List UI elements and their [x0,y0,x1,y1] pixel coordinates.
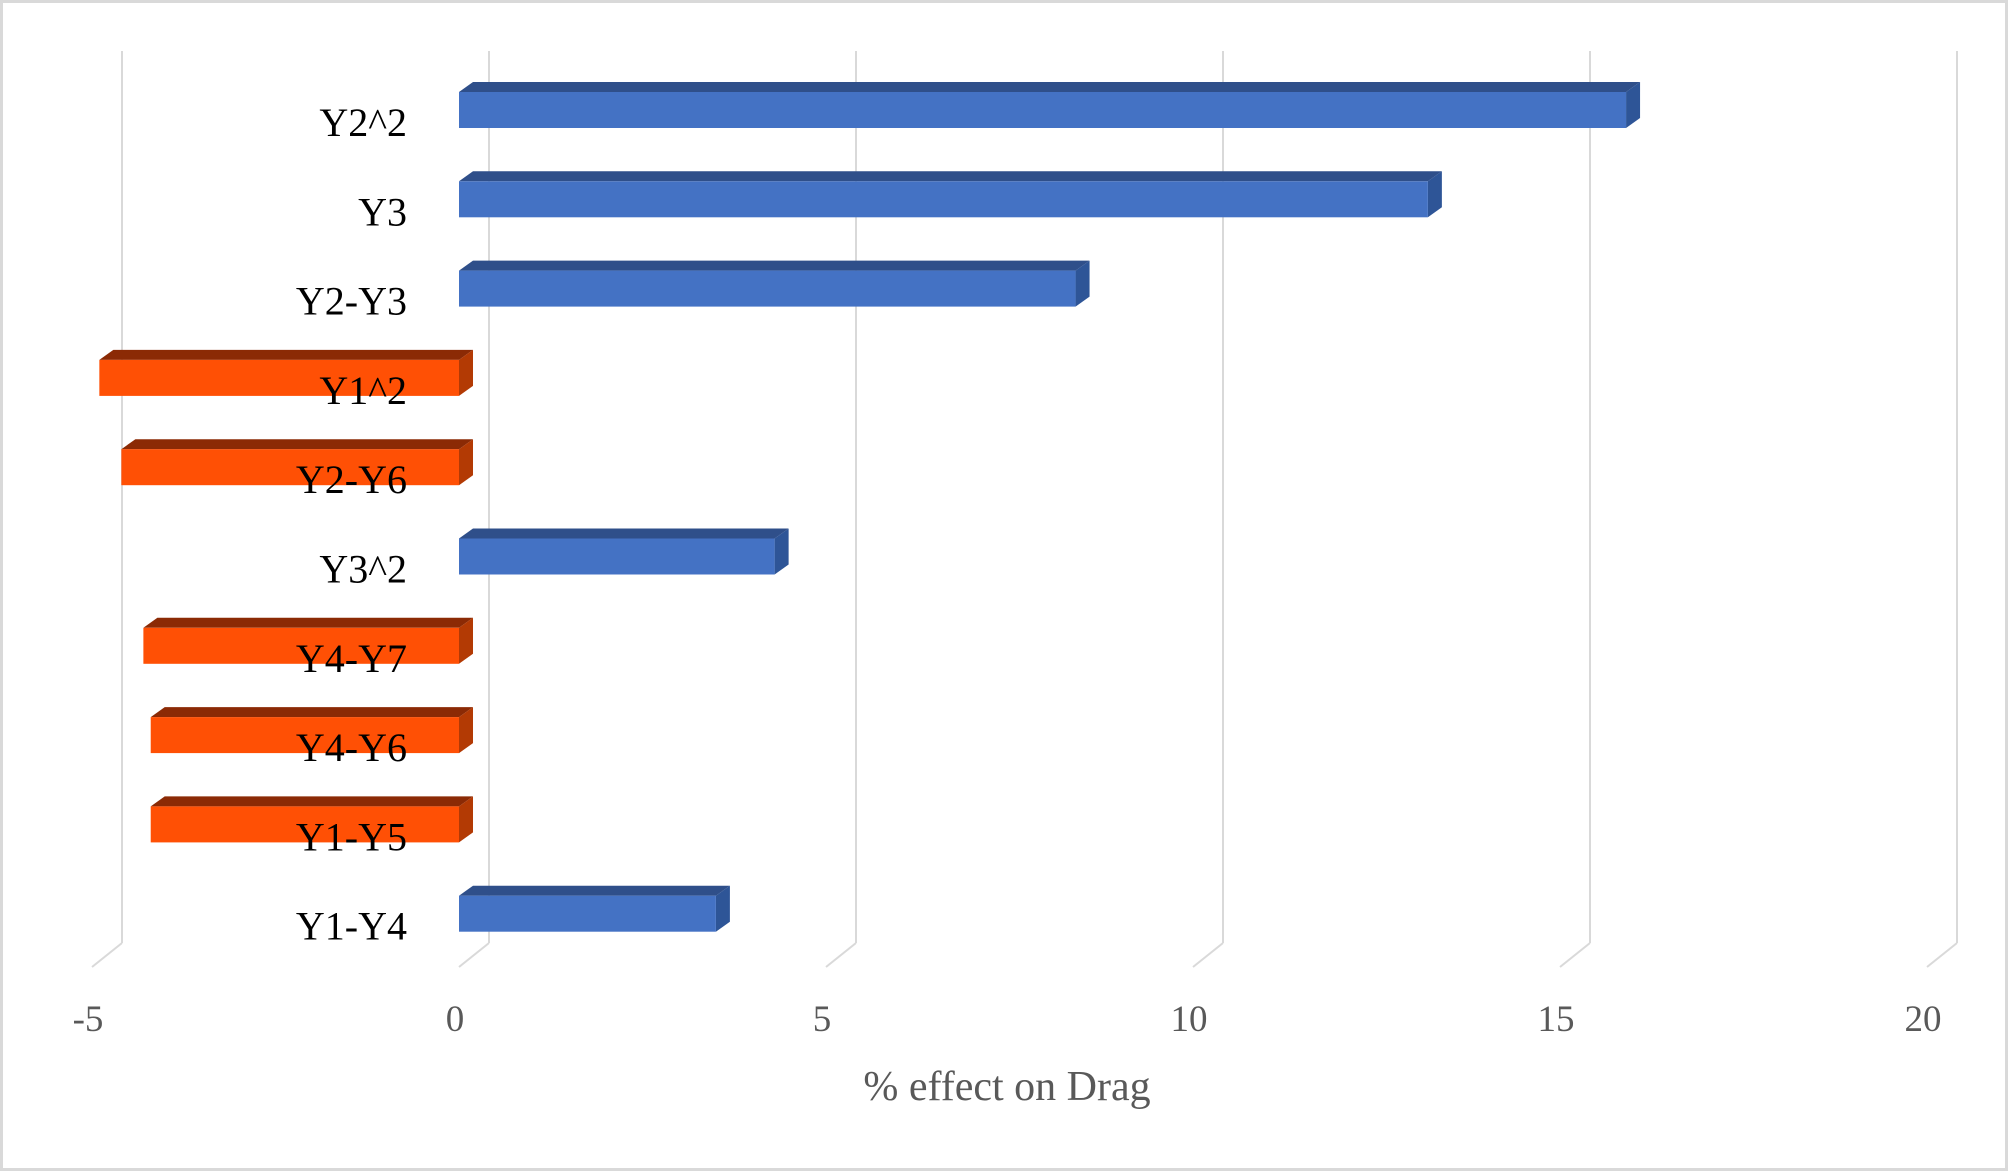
gridline-floor [1559,942,1591,968]
bar [150,707,473,754]
bar-top-face [143,617,473,628]
gridline-floor [1926,942,1958,968]
bar [143,617,473,664]
category-label: Y1-Y4 [296,904,407,949]
category-label: Y2-Y6 [296,457,407,502]
bar [459,885,730,932]
bar-chart: -5 0 5 10 15 20 Y2^2 Y3 Y2-Y3 Y1^2 Y2-Y6 Y3^2 Y4-Y7… [73,51,1958,1110]
bar [121,439,474,486]
gridline-floor [91,942,123,968]
x-axis-ticks: -5 0 5 10 15 20 [73,999,1942,1040]
gridline-floor [825,942,857,968]
bar-top-face [459,260,1090,271]
bar [150,796,473,843]
bar [459,528,789,575]
bar-front-face [459,181,1428,218]
bar-top-face [121,439,474,450]
x-tick-label: 5 [813,999,832,1040]
bar-side-face [1427,171,1442,218]
x-tick-label: 0 [446,999,465,1040]
bar-side-face [459,439,473,486]
bar-side-face [1075,260,1090,307]
bar-top-face [459,528,789,539]
bar-front-face [459,270,1076,307]
bar-side-face [715,885,730,932]
bar-front-face [459,895,716,932]
bar-top-face [150,707,473,718]
bar-front-face [143,627,459,664]
category-label: Y4-Y7 [296,636,407,681]
bar [459,82,1641,128]
bar-front-face [459,538,775,575]
x-tick-label: 15 [1538,999,1575,1040]
bar-side-face [1626,82,1641,128]
x-tick-label: -5 [73,999,104,1040]
bar-side-face [459,617,473,664]
category-label: Y2-Y3 [296,279,407,324]
bar-front-face [99,359,459,396]
bar-side-face [459,707,473,754]
bar-side-face [774,528,789,575]
bar-front-face [150,717,459,754]
bar [459,260,1090,307]
gridline-floor [1192,942,1224,968]
category-label: Y1-Y5 [296,814,407,859]
category-label: Y4-Y6 [296,725,407,770]
bar-front-face [459,92,1627,128]
x-axis-title: % effect on Drag [863,1064,1150,1110]
bar-top-face [99,349,473,360]
bar [99,349,473,396]
category-label: Y1^2 [319,368,407,413]
bar-front-face [150,806,459,843]
bar-top-face [459,82,1641,92]
bars [99,82,1641,932]
x-tick-label: 10 [1171,999,1208,1040]
category-label: Y3 [358,189,407,234]
bar-top-face [150,796,473,807]
bar-side-face [459,796,473,843]
bar-top-face [459,885,730,896]
bar-front-face [121,449,460,486]
bar [459,171,1442,218]
category-labels: Y2^2 Y3 Y2-Y3 Y1^2 Y2-Y6 Y3^2 Y4-Y7 Y4-Y6 Y1-Y5 Y… [296,100,407,949]
bar-top-face [459,171,1442,182]
category-label: Y2^2 [319,100,407,145]
category-label: Y3^2 [319,547,407,592]
x-tick-label: 20 [1905,999,1942,1040]
bar-side-face [459,349,473,396]
gridline-floor [458,942,490,968]
